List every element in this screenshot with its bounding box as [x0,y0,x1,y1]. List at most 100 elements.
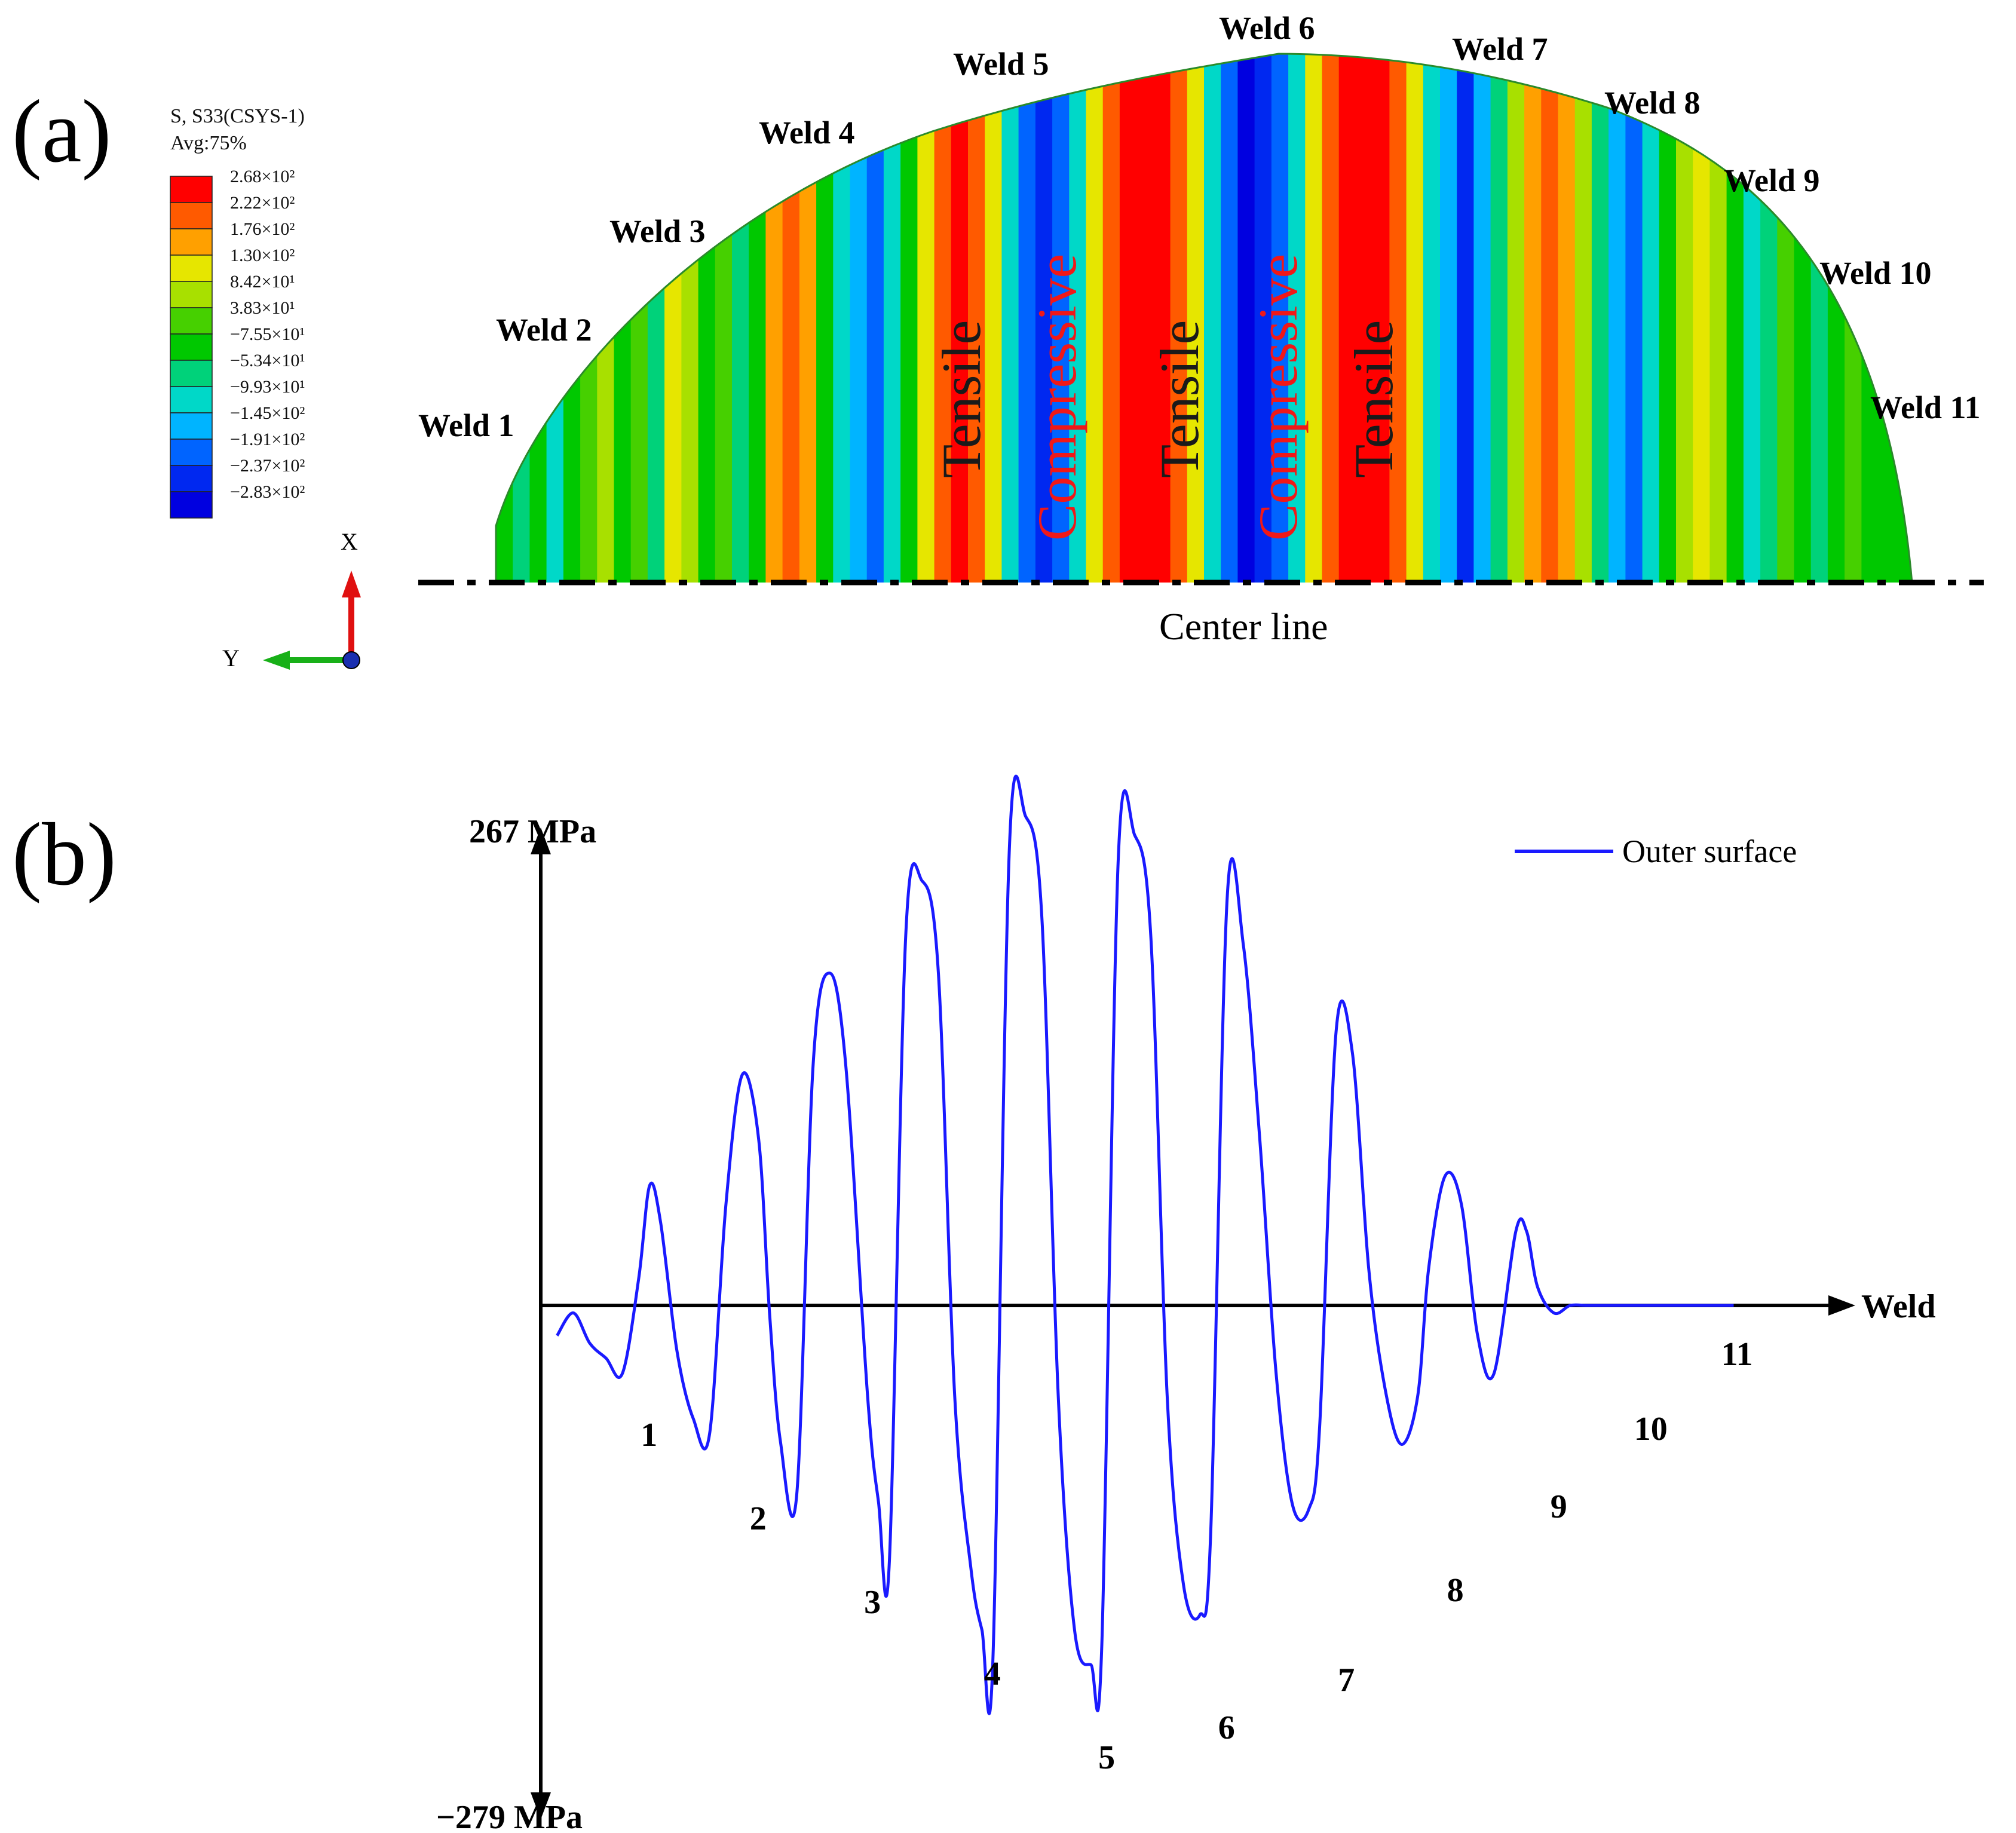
legend-swatch [170,491,213,519]
legend-value-label: −1.91×10² [230,430,305,449]
z-axis-dot [342,651,360,669]
contour-band [1490,54,1508,583]
legend-value-label: 8.42×10¹ [230,272,295,292]
contour-band [883,54,902,583]
legend-swatch [170,228,213,256]
contour-band [1136,54,1154,583]
contour-band [597,54,615,583]
coordinate-triad: X Y [222,528,361,672]
weld-label-11: Weld 11 [1870,390,1981,425]
contour-band [1777,54,1795,583]
contour-band [1204,54,1222,583]
contour-band [1052,54,1070,583]
legend-swatch [170,465,213,492]
panel-b: (b) 267 MPa −279 MPa Weld 1234567891011 … [12,774,1935,1833]
legend-swatch [170,412,213,440]
contour-band [1457,54,1475,583]
legend-value-label: −9.93×10¹ [230,377,305,397]
contour-band [968,54,986,583]
weld-label-5: Weld 5 [953,46,1049,82]
x-tick-label-9: 9 [1551,1488,1567,1525]
x-axis-title: Weld [1861,1288,1935,1325]
legend-swatch [170,202,213,229]
center-line-label: Center line [1159,605,1328,648]
contour-band [1389,54,1407,583]
contour-band [1709,54,1727,583]
legend-swatch [170,255,213,282]
contour-band [934,54,952,583]
contour-band [1372,54,1390,583]
contour-band [1810,54,1828,583]
contour-band [1591,54,1610,583]
contour-band [1001,54,1019,583]
contour-band [1187,54,1205,583]
x-tick-label-1: 1 [641,1417,657,1454]
contour-band [1322,54,1340,583]
x-arrow-head [342,571,361,597]
contour-band [1574,54,1592,583]
y-arrow-head [263,651,290,670]
series-line-outer-surface [556,774,1734,1715]
contour-band [900,54,918,583]
contour-band [985,54,1003,583]
contour-band [1659,54,1677,583]
contour-band [732,54,750,583]
stress-legend: S, S33(CSYS-1) Avg:75% 2.68×10² 2.22×10² 1… [170,105,305,519]
contour-band [1288,54,1306,583]
contour-band [1845,54,1862,583]
legend-value-label: −1.45×10² [230,403,305,423]
legend-value-label: −5.34×10¹ [230,351,305,370]
x-tick-label-2: 2 [750,1500,767,1537]
legend-value-label: 2.22×10² [230,193,295,213]
contour-band [1237,54,1255,583]
contour-band [1878,54,1896,583]
contour-band [614,54,632,583]
legend-swatch [170,439,213,466]
y-max-label: 267 MPa [469,813,596,850]
contour-band [1035,54,1053,583]
panel-b-tag: (b) [12,805,117,904]
contour-band [630,54,648,583]
contour-band [1018,54,1036,583]
contour-band [1338,54,1356,583]
legend-swatch [170,333,213,361]
contour-band [1086,54,1104,583]
panel-a: (a) S, S33(CSYS-1) Avg:75% 2.68×10² 2.22×… [12,10,1984,672]
contour-band [1305,54,1323,583]
y-axis-arrow-down [531,1792,551,1819]
contour-band [1507,54,1525,583]
weld-label-1: Weld 1 [418,407,514,443]
contour-band [681,54,699,583]
contour-band [1473,54,1491,583]
contour-band [1558,54,1576,583]
contour-band [715,54,733,583]
legend-value-label: 3.83×10¹ [230,298,295,318]
legend-title-1: S, S33(CSYS-1) [170,105,305,127]
contour-band [1642,54,1660,583]
contour-band [1355,54,1374,583]
chart-plot-area: 1 2 3 4 5 6 7 8 9 10 11 [556,774,1753,1776]
contour-band [1102,54,1120,583]
contour-band [1406,54,1424,583]
contour-band [1069,54,1087,583]
contour-band [1119,54,1138,583]
legend-value-label: 1.30×10² [230,246,295,265]
legend-value-label: 2.68×10² [230,167,295,186]
legend-value-label: −2.37×10² [230,456,305,476]
weld-label-2: Weld 2 [496,312,592,348]
contour-band [1170,54,1188,583]
weld-label-10: Weld 10 [1819,255,1932,291]
panel-a-tag: (a) [12,82,111,181]
zone-label-tensile-1: Tensile [931,320,992,478]
legend-swatch [170,307,213,335]
weld-label-8: Weld 8 [1604,85,1701,121]
x-tick-label-7: 7 [1338,1662,1355,1699]
legend-swatch [170,176,213,203]
contour-band [1254,54,1272,583]
legend-title-2: Avg:75% [170,132,247,154]
x-tick-label-5: 5 [1098,1739,1115,1776]
contour-band [664,54,682,583]
contour-band [1743,54,1761,583]
contour-band [917,54,935,583]
